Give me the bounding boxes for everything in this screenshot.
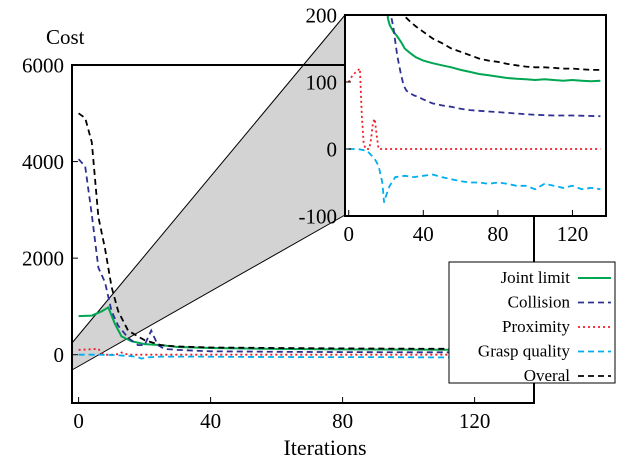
main-series-collision <box>77 158 525 354</box>
y-axis-label: Cost <box>46 25 85 49</box>
legend: Joint limit Collision Proximity Grasp quali… <box>448 261 616 385</box>
main-y-tick-label: 2000 <box>22 246 64 270</box>
main-x-tick-label: 120 <box>459 409 491 433</box>
inset-y-tick-label: 200 <box>306 3 338 27</box>
legend-entries: Joint limit Collision Proximity Grasp quali… <box>478 268 611 385</box>
inset-plot-frame <box>344 14 607 217</box>
main-plot-frame <box>71 64 535 404</box>
inset-series-group <box>347 15 601 203</box>
zoom-wedge-edge-top <box>71 14 346 344</box>
inset-x-tick-label: 120 <box>557 222 589 246</box>
zoom-wedge <box>72 15 345 370</box>
main-series-group <box>77 112 525 360</box>
main-series-grasp-quality <box>78 353 525 360</box>
legend-label-grasp-quality: Grasp quality <box>478 342 571 361</box>
inset-series-overal <box>403 15 601 71</box>
main-series-overal <box>78 112 525 350</box>
inset-background <box>345 15 606 216</box>
legend-label-joint-limit: Joint limit <box>501 268 571 287</box>
legend-box <box>448 261 616 384</box>
inset-series-grasp-quality <box>348 148 601 203</box>
inset-series-proximity <box>347 66 601 150</box>
inset-y-tick-label: 100 <box>306 70 338 94</box>
inset-x-tick-label: 0 <box>343 222 354 246</box>
inset-y-tick-label: 0 <box>327 137 338 161</box>
inset-series-joint-limit <box>386 15 601 83</box>
main-x-tick-label: 40 <box>200 409 221 433</box>
inset-x-tick-label: 40 <box>413 222 434 246</box>
legend-label-proximity: Proximity <box>502 317 571 336</box>
inset-series-collision <box>390 15 601 118</box>
main-y-tick-label: 0 <box>54 343 65 367</box>
zoom-wedge-edge-bottom <box>71 214 346 371</box>
main-y-tick-label: 6000 <box>22 53 64 77</box>
legend-label-overal: Overal <box>524 366 571 385</box>
inset-x-tick-label: 80 <box>487 222 508 246</box>
main-series-joint-limit <box>78 305 525 351</box>
legend-label-collision: Collision <box>508 293 571 312</box>
main-x-tick-label: 0 <box>73 409 84 433</box>
main-x-tick-label: 80 <box>332 409 353 433</box>
inset-y-tick-label: -100 <box>299 204 338 228</box>
main-y-tick-label: 4000 <box>22 150 64 174</box>
x-axis-label: Iterations <box>283 435 366 459</box>
